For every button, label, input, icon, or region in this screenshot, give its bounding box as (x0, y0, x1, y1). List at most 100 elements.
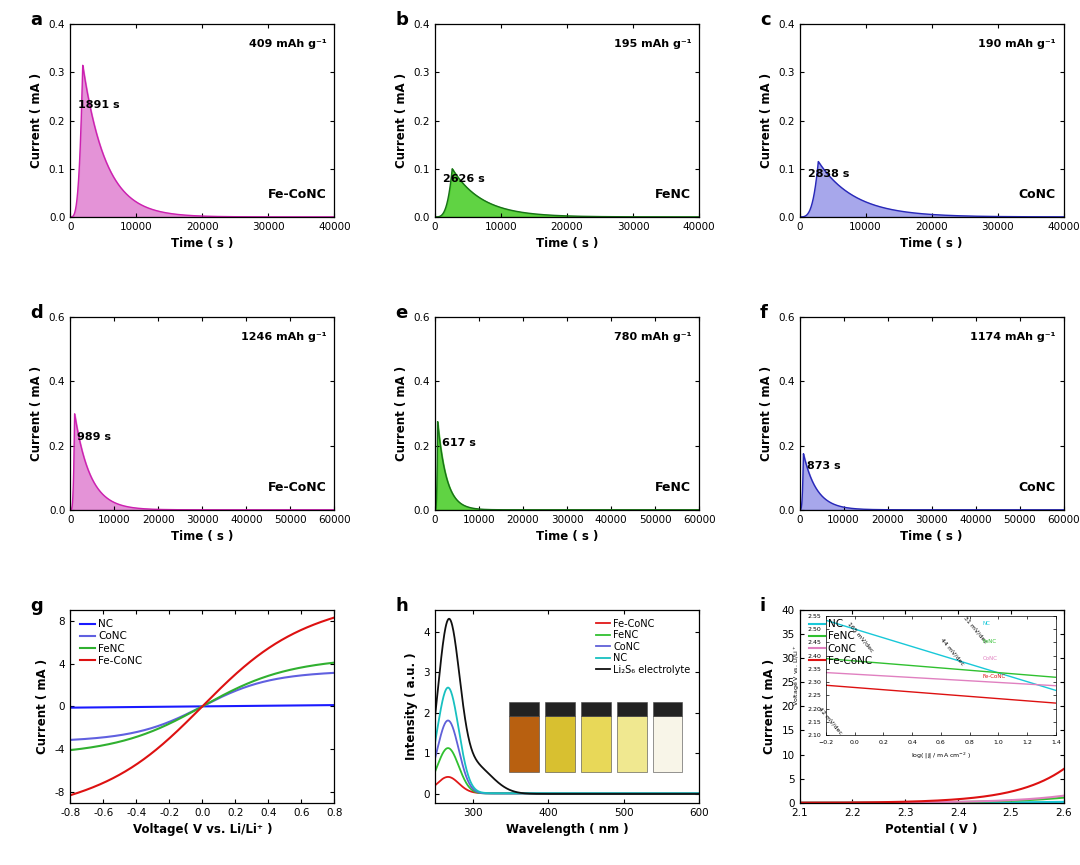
CoNC (540, 788, 553, 798)
Y-axis label: Current ( mA ): Current ( mA ) (30, 366, 43, 461)
Fe-CoNC (1057, 764, 1070, 774)
Line: FeNC: FeNC (799, 798, 1064, 803)
NC (64, 702, 77, 713)
FeNC (132, 731, 145, 741)
Line: FeNC: FeNC (70, 663, 335, 750)
Y-axis label: Current ( mA ): Current ( mA ) (762, 659, 775, 754)
Li₂S₆ electrolyte (429, 713, 442, 723)
Text: 617 s: 617 s (442, 439, 475, 448)
Fe-CoNC (970, 792, 983, 803)
Text: e: e (395, 304, 407, 322)
Text: 195 mAh g⁻¹: 195 mAh g⁻¹ (613, 39, 691, 49)
FeNC (970, 797, 983, 807)
X-axis label: Time ( s ): Time ( s ) (901, 237, 963, 250)
Li₂S₆ electrolyte (603, 789, 616, 799)
Text: 2838 s: 2838 s (808, 169, 849, 179)
Line: NC: NC (435, 688, 699, 793)
Y-axis label: Intensity ( a.u. ): Intensity ( a.u. ) (405, 652, 418, 760)
CoNC (970, 796, 983, 806)
NC (328, 700, 341, 710)
Legend: NC, FeNC, CoNC, Fe-CoNC: NC, FeNC, CoNC, Fe-CoNC (805, 615, 876, 670)
Y-axis label: Current ( mA ): Current ( mA ) (30, 73, 43, 168)
Fe-CoNC (949, 794, 962, 804)
NC (970, 798, 983, 808)
FeNC (861, 798, 874, 808)
FeNC (240, 679, 253, 689)
CoNC (110, 730, 123, 740)
X-axis label: Time ( s ): Time ( s ) (171, 530, 233, 543)
NC (540, 788, 553, 798)
NC (993, 798, 1005, 808)
CoNC (667, 788, 680, 798)
Text: 873 s: 873 s (807, 461, 840, 471)
X-axis label: Voltage( V vs. Li/Li⁺ ): Voltage( V vs. Li/Li⁺ ) (133, 823, 272, 836)
NC (861, 798, 874, 808)
FeNC (667, 788, 680, 798)
NC (603, 788, 616, 798)
NC (219, 701, 232, 711)
CoNC (240, 682, 253, 692)
Text: 1246 mAh g⁻¹: 1246 mAh g⁻¹ (241, 332, 326, 343)
FeNC (503, 788, 516, 798)
FeNC (539, 788, 552, 798)
Li₂S₆ electrolyte (494, 778, 507, 789)
Text: i: i (760, 597, 766, 614)
FeNC (840, 798, 853, 808)
Fe-CoNC (667, 788, 680, 798)
Li₂S₆ electrolyte (634, 789, 647, 799)
Legend: Fe-CoNC, FeNC, CoNC, NC, Li₂S₆ electrolyte: Fe-CoNC, FeNC, CoNC, NC, Li₂S₆ electroly… (592, 615, 694, 678)
X-axis label: Time ( s ): Time ( s ) (171, 237, 233, 250)
CoNC (840, 798, 853, 808)
Text: 1891 s: 1891 s (78, 99, 120, 110)
CoNC (913, 798, 926, 808)
CoNC (993, 796, 1005, 806)
FeNC (603, 788, 616, 798)
CoNC (219, 689, 232, 700)
FeNC (110, 737, 123, 747)
Text: FeNC: FeNC (656, 188, 691, 201)
Li₂S₆ electrolyte (512, 787, 525, 798)
Fe-CoNC (219, 678, 232, 689)
FeNC (328, 657, 341, 668)
CoNC (861, 798, 874, 808)
CoNC (635, 788, 648, 798)
FeNC (494, 788, 507, 798)
Fe-CoNC (442, 772, 455, 782)
NC (840, 798, 853, 808)
Text: Fe-CoNC: Fe-CoNC (268, 481, 326, 494)
Text: 190 mAh g⁻¹: 190 mAh g⁻¹ (978, 39, 1056, 49)
Text: Fe-CoNC: Fe-CoNC (268, 188, 326, 201)
Text: CoNC: CoNC (1018, 188, 1056, 201)
Text: d: d (30, 304, 43, 322)
Fe-CoNC (692, 788, 705, 798)
Fe-CoNC (64, 790, 77, 800)
Line: CoNC: CoNC (70, 673, 335, 740)
Text: g: g (30, 597, 43, 614)
Y-axis label: Current ( mA ): Current ( mA ) (759, 366, 772, 461)
FeNC (1057, 792, 1070, 803)
Fe-CoNC (494, 788, 507, 798)
FeNC (184, 708, 197, 719)
FeNC (692, 788, 705, 798)
FeNC (993, 796, 1005, 806)
Line: CoNC: CoNC (435, 721, 699, 793)
NC (262, 701, 275, 711)
CoNC (184, 708, 197, 718)
Li₂S₆ electrolyte (503, 785, 516, 795)
Line: CoNC: CoNC (799, 796, 1064, 803)
FeNC (793, 798, 806, 808)
NC (692, 788, 705, 798)
CoNC (429, 754, 442, 765)
Text: b: b (395, 10, 408, 29)
Text: f: f (760, 304, 768, 322)
Line: Fe-CoNC: Fe-CoNC (70, 618, 335, 795)
NC (494, 788, 507, 798)
X-axis label: Time ( s ): Time ( s ) (536, 530, 598, 543)
Y-axis label: Current ( mA ): Current ( mA ) (759, 73, 772, 168)
Fe-CoNC (262, 643, 275, 653)
FeNC (512, 788, 525, 798)
Line: NC: NC (70, 705, 335, 708)
X-axis label: Wavelength ( nm ): Wavelength ( nm ) (505, 823, 629, 836)
Fe-CoNC (635, 788, 648, 798)
X-axis label: Potential ( V ): Potential ( V ) (886, 823, 977, 836)
